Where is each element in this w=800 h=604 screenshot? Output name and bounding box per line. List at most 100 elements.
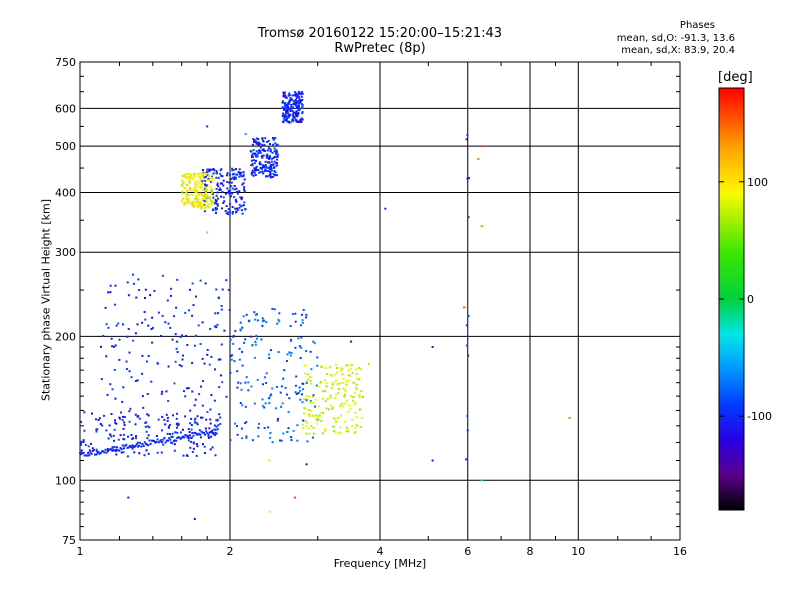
- echo-point: [82, 451, 85, 454]
- echo-point: [194, 334, 197, 337]
- echo-point: [201, 404, 204, 407]
- echo-point: [112, 434, 115, 437]
- echo-point: [245, 421, 248, 423]
- echo-point: [344, 393, 346, 396]
- echo-point: [214, 431, 217, 434]
- echo-point: [287, 94, 290, 97]
- echo-point: [173, 449, 176, 452]
- echo-point: [87, 445, 90, 448]
- echo-point: [262, 383, 264, 386]
- echo-point: [294, 103, 297, 106]
- echo-point: [261, 155, 264, 158]
- echo-point: [301, 382, 304, 385]
- echo-point: [128, 420, 131, 423]
- echo-point: [269, 172, 272, 175]
- echo-point: [241, 212, 244, 215]
- echo-point: [215, 176, 218, 179]
- echo-point: [282, 117, 285, 120]
- echo-point: [195, 188, 197, 191]
- echo-point: [341, 373, 344, 376]
- echo-point: [241, 350, 243, 353]
- echo-point: [264, 402, 267, 405]
- echo-point: [202, 169, 204, 171]
- echo-point: [339, 426, 342, 429]
- echo-point: [199, 176, 202, 179]
- echo-point: [285, 109, 288, 112]
- echo-point: [317, 418, 320, 421]
- echo-point: [184, 395, 187, 398]
- echo-point: [281, 101, 284, 104]
- echo-point: [332, 417, 335, 420]
- echo-point: [138, 417, 141, 420]
- echo-point: [227, 191, 230, 194]
- echo-point: [294, 346, 297, 349]
- echo-point: [241, 196, 244, 199]
- echo-point: [203, 197, 206, 200]
- echo-point: [261, 170, 264, 173]
- echo-point: [348, 364, 351, 367]
- echo-point: [186, 196, 189, 199]
- echo-point: [294, 94, 297, 97]
- echo-point: [204, 184, 207, 187]
- x-tick-label: 8: [527, 545, 534, 558]
- echo-point: [265, 154, 268, 157]
- echo-point: [193, 419, 196, 421]
- echo-point: [203, 176, 206, 179]
- echo-point: [288, 351, 291, 354]
- echo-point: [286, 107, 289, 110]
- echo-point: [198, 393, 201, 396]
- echo-point: [222, 196, 225, 199]
- echo-point: [146, 393, 149, 395]
- echo-point: [117, 449, 120, 452]
- echo-point: [214, 201, 217, 204]
- echo-point: [188, 181, 191, 183]
- echo-point: [304, 364, 307, 367]
- echo-point: [258, 422, 260, 425]
- echo-point: [271, 307, 274, 310]
- echo-point: [263, 144, 266, 147]
- echo-point: [215, 432, 218, 435]
- echo-point: [241, 437, 244, 440]
- echo-point: [304, 424, 307, 427]
- echo-point: [266, 175, 269, 178]
- echo-point: [171, 432, 174, 435]
- echo-point: [310, 368, 313, 371]
- echo-point: [186, 201, 189, 204]
- echo-point: [204, 282, 207, 285]
- echo-point: [135, 435, 137, 438]
- echo-point: [296, 424, 299, 427]
- echo-point: [209, 431, 212, 433]
- echo-point: [181, 201, 184, 204]
- echo-point: [232, 169, 235, 171]
- echo-point: [282, 377, 285, 380]
- echo-point: [234, 422, 237, 425]
- echo-point: [339, 414, 342, 417]
- echo-point: [300, 106, 303, 109]
- echo-point: [215, 212, 217, 214]
- echo-point: [217, 312, 219, 315]
- echo-point: [106, 448, 109, 450]
- echo-point: [95, 448, 98, 451]
- echo-point: [293, 101, 296, 104]
- echo-point: [268, 357, 271, 359]
- echo-point: [270, 167, 273, 170]
- echo-point: [194, 344, 196, 347]
- echo-point: [315, 417, 318, 420]
- echo-point: [214, 434, 217, 437]
- echo-point: [273, 308, 276, 311]
- echo-point: [182, 454, 185, 457]
- echo-point: [110, 337, 113, 340]
- echo-point: [185, 175, 188, 178]
- echo-point: [329, 373, 332, 376]
- echo-point: [266, 141, 269, 143]
- echo-point: [233, 185, 236, 187]
- echo-point: [186, 173, 189, 175]
- echo-point: [151, 439, 154, 442]
- echo-point: [95, 430, 98, 433]
- echo-point: [199, 203, 202, 206]
- echo-point: [197, 201, 200, 203]
- echo-point: [297, 392, 300, 394]
- echo-point: [144, 297, 146, 299]
- echo-point: [105, 429, 108, 432]
- echo-point: [289, 108, 292, 111]
